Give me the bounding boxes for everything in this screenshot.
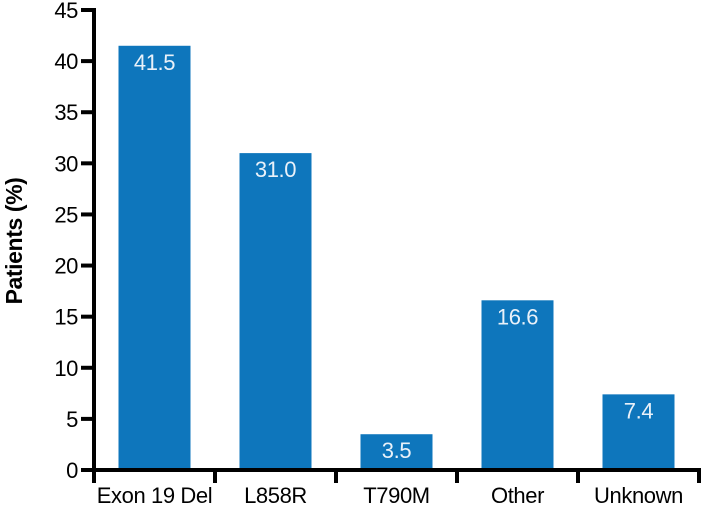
y-tick-label-20: 20	[54, 254, 78, 279]
y-tick-label-30: 30	[54, 151, 78, 176]
bar-value-label-other: 16.6	[497, 304, 538, 329]
y-tick-label-45: 45	[54, 0, 78, 23]
x-category-label-unknown: Unknown	[594, 483, 683, 508]
x-category-label-exon-19-del: Exon 19 Del	[97, 483, 212, 508]
y-tick-label-40: 40	[54, 49, 78, 74]
y-tick-label-25: 25	[54, 202, 78, 227]
x-category-label-group: Exon 19 Del L858R T790M Other Unknown	[97, 483, 684, 508]
y-tick-label-10: 10	[54, 356, 78, 381]
y-tick-label-35: 35	[54, 100, 78, 125]
y-tick-label-0: 0	[66, 458, 78, 483]
bar-t790m	[360, 434, 433, 470]
x-category-label-l858r: L858R	[244, 483, 307, 508]
y-tick-label-15: 15	[54, 305, 78, 330]
bar-other	[481, 300, 554, 470]
bar-value-label-exon-19-del: 41.5	[134, 50, 175, 75]
x-category-label-t790m: T790M	[363, 483, 429, 508]
bar-value-label-group: 41.5 31.0 3.5 16.6 7.4	[134, 50, 654, 463]
y-tick-label-5: 5	[66, 407, 78, 432]
bar-exon-19-del	[118, 45, 191, 471]
axes-group	[81, 8, 701, 483]
y-tick-label-group: 0 5 10 15 20 25 30 35 40 45	[54, 0, 78, 483]
bar-unknown	[602, 394, 675, 470]
bar-value-label-l858r: 31.0	[255, 157, 296, 182]
x-category-label-other: Other	[491, 483, 544, 508]
bars-group	[118, 45, 675, 471]
bar-value-label-t790m: 3.5	[382, 438, 412, 463]
y-axis-title: Patients (%)	[1, 178, 27, 305]
bar-l858r	[239, 153, 312, 470]
bar-value-label-unknown: 7.4	[624, 398, 654, 423]
